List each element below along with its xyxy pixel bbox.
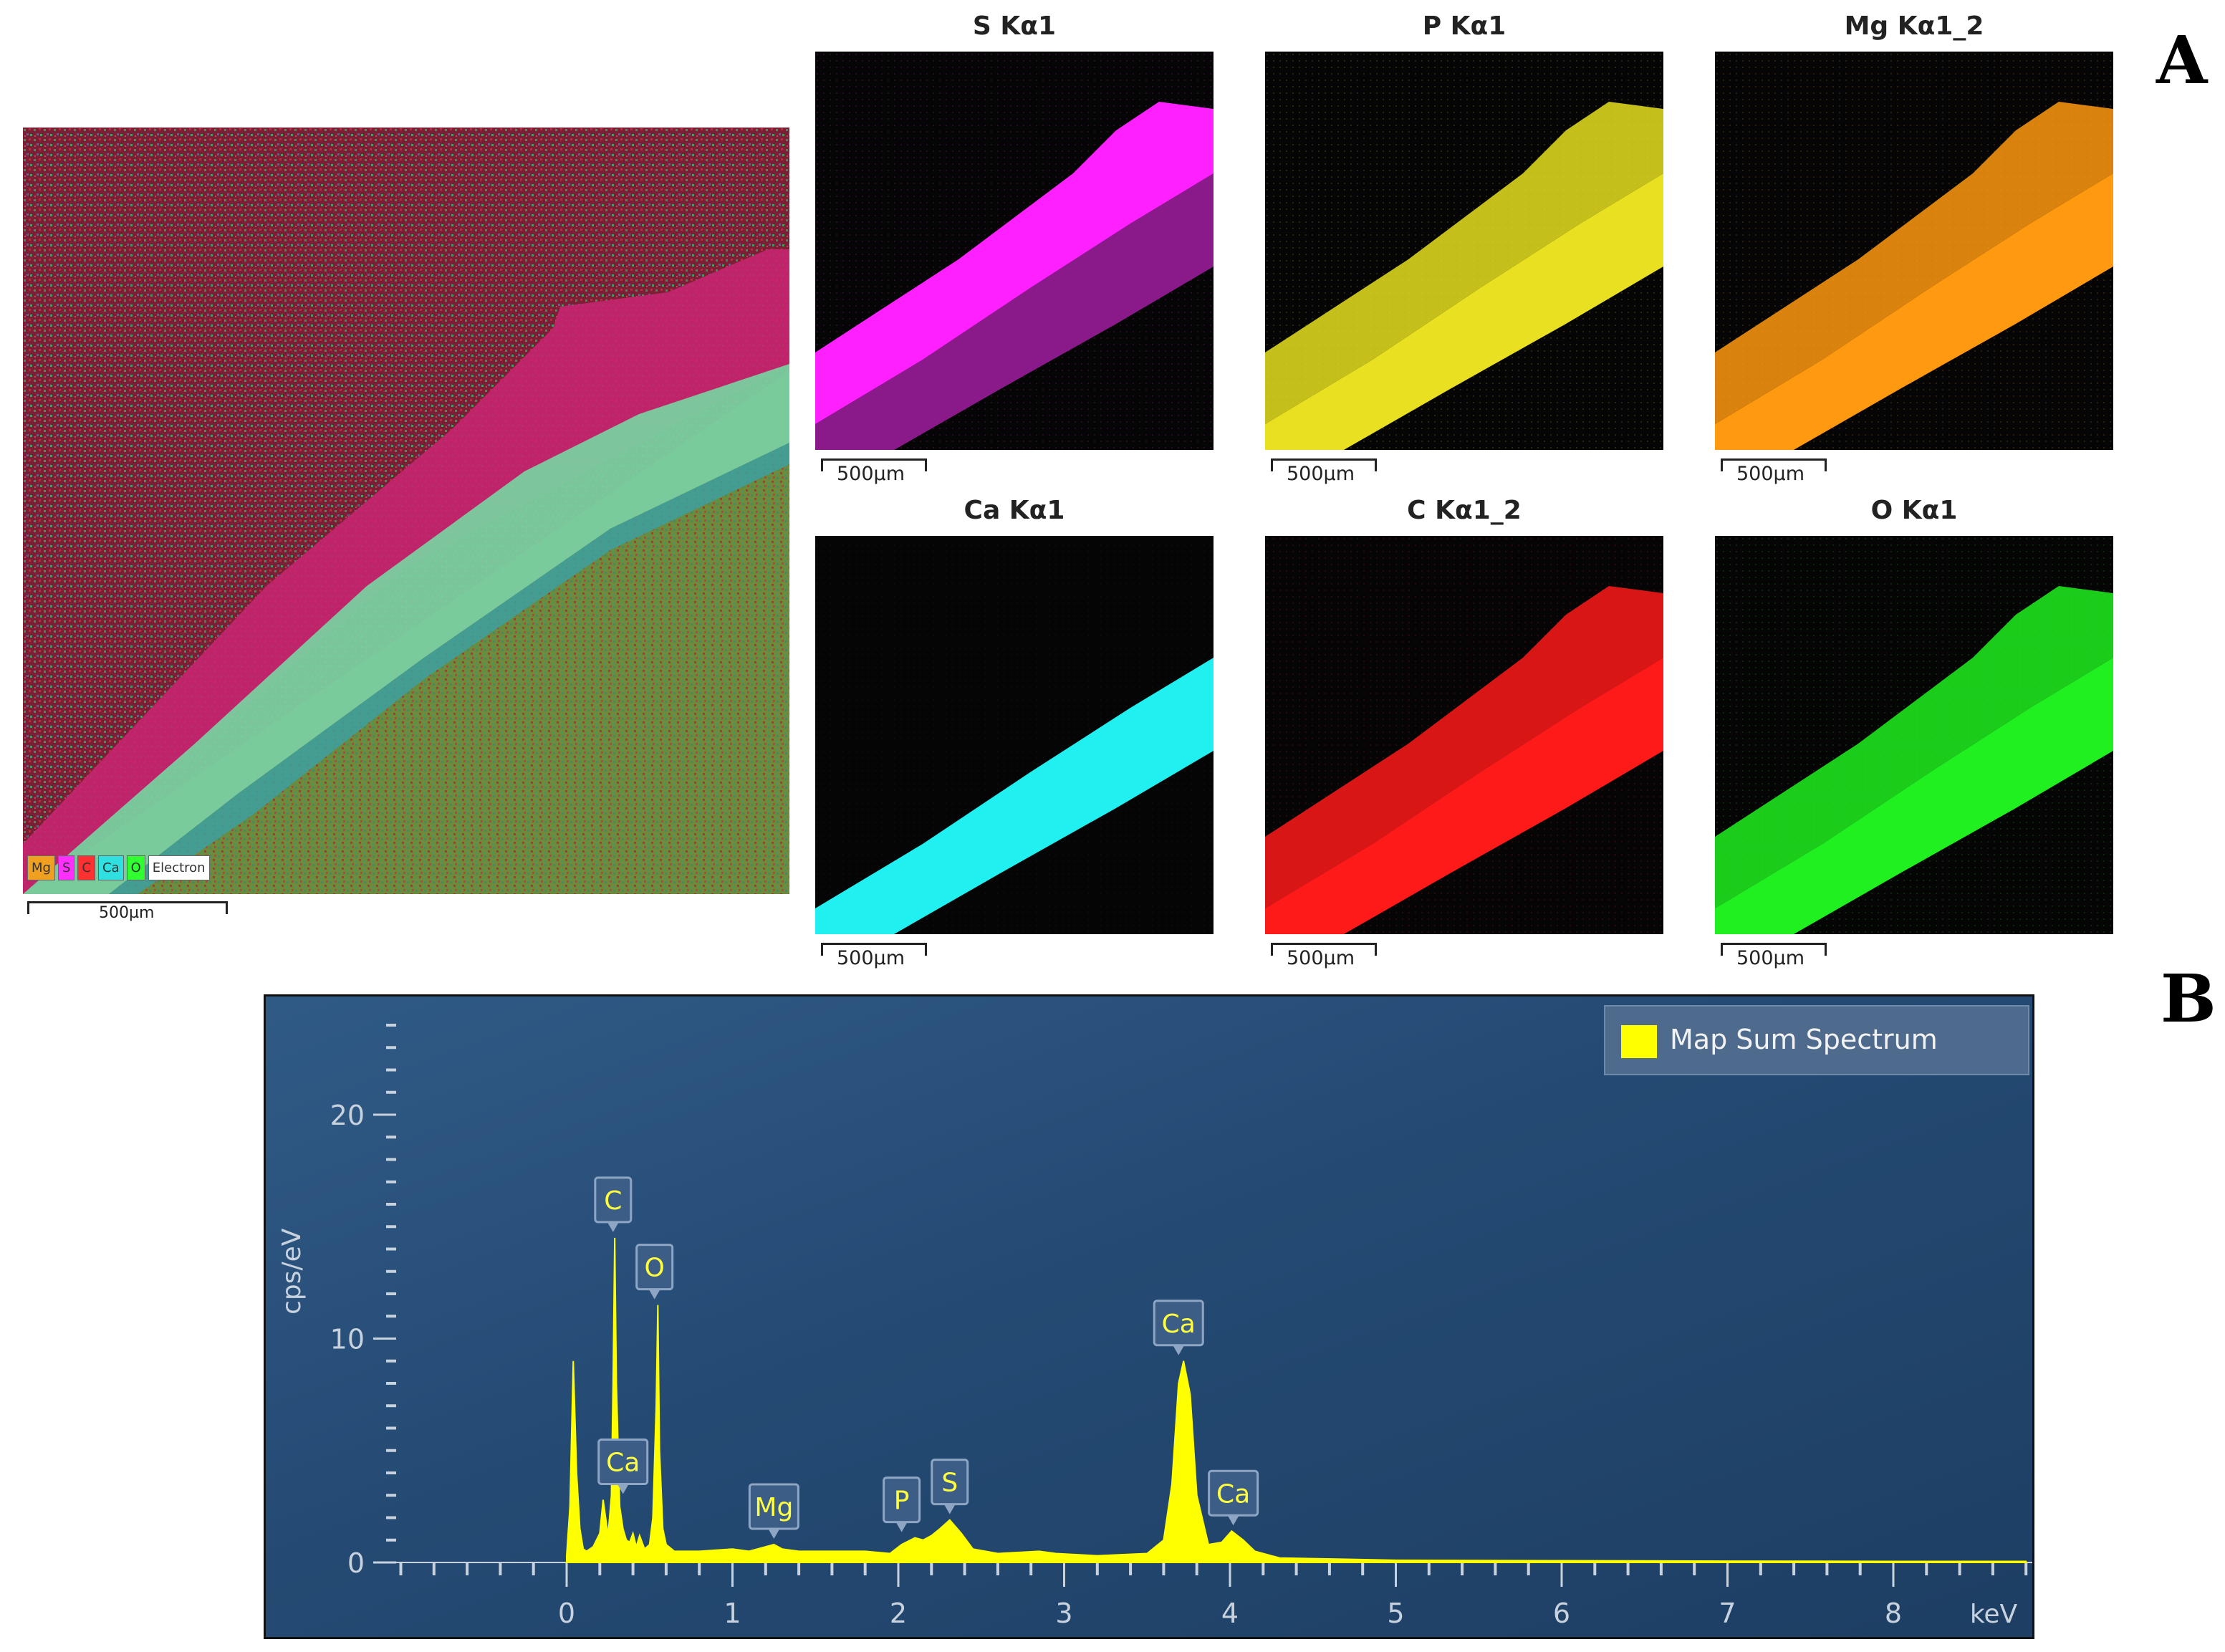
map-title-ca: Ca Kα1: [963, 496, 1065, 525]
map-scale-label-s: 500µm: [837, 463, 905, 485]
panel-label-b: B: [2161, 960, 2216, 1037]
legend-chip-c: C: [77, 855, 95, 880]
peak-label-ca: Ca: [606, 1449, 640, 1478]
map-title-c: C Kα1_2: [1407, 496, 1522, 525]
element-map-ca: [815, 536, 1214, 934]
x-axis-title: keV: [1970, 1600, 2018, 1629]
x-tick-label: 5: [1387, 1598, 1404, 1629]
composite-scale-label: 500µm: [99, 904, 155, 922]
y-tick-label: 20: [330, 1100, 365, 1131]
peak-label-ca: Ca: [1216, 1479, 1250, 1509]
map-title-s: S Kα1: [972, 11, 1057, 41]
map-scale-label-p: 500µm: [1287, 463, 1355, 485]
peak-label-c: C: [604, 1186, 622, 1216]
map-scale-label-mg: 500µm: [1736, 463, 1805, 485]
panel-label-a: A: [2156, 21, 2208, 99]
peak-label-pointer: [895, 1522, 908, 1532]
x-tick-label: 6: [1553, 1598, 1570, 1629]
peak-label-pointer: [607, 1221, 619, 1232]
spectrum-legend: Map Sum Spectrum: [1604, 1005, 2029, 1075]
spectrum-panel: 0 10 20 cps/eV 0 1 2 3 4 5 6 7 8 keV C O Ca Mg P S Ca Ca Map …: [264, 994, 2034, 1639]
element-map-o: [1715, 536, 2113, 934]
x-tick-label: 7: [1719, 1598, 1736, 1629]
map-scale-bar-p: [1271, 458, 1377, 471]
map-title-o: O Kα1: [1870, 496, 1958, 525]
x-tick-label: 8: [1885, 1598, 1902, 1629]
peak-label-s: S: [941, 1469, 958, 1498]
map-scale-bar-c: [1271, 943, 1377, 956]
x-tick-label: 0: [558, 1598, 575, 1629]
element-map-c: [1265, 536, 1663, 934]
peak-label-pointer: [617, 1484, 629, 1494]
map-scale-label-c: 500µm: [1287, 947, 1355, 969]
legend-chip-mg: Mg: [27, 855, 55, 880]
x-tick-label: 2: [890, 1598, 907, 1629]
legend-chip-o: O: [126, 855, 145, 880]
legend-chip-s: S: [57, 855, 75, 880]
legend-label-map-sum: Map Sum Spectrum: [1670, 1024, 1938, 1055]
peak-label-pointer: [648, 1289, 660, 1300]
peak-label-p: P: [894, 1487, 910, 1516]
y-tick-label: 0: [347, 1547, 365, 1579]
map-title-p: P Kα1: [1422, 11, 1506, 41]
peak-label-mg: Mg: [754, 1493, 793, 1522]
map-scale-label-ca: 500µm: [837, 947, 905, 969]
x-tick-label: 1: [724, 1598, 741, 1629]
composite-legend: Mg S C Ca O Electron: [27, 855, 210, 880]
map-scale-bar-o: [1721, 943, 1827, 956]
element-map-mg: [1715, 52, 2113, 450]
peak-label-o: O: [645, 1254, 665, 1283]
spectrum-chart: 0 10 20 cps/eV 0 1 2 3 4 5 6 7 8 keV C O Ca Mg P S Ca Ca: [277, 1024, 2032, 1629]
element-map-p: [1265, 52, 1663, 450]
peak-label-pointer: [943, 1504, 956, 1514]
composite-scale-bar: [27, 901, 228, 914]
peak-label-pointer: [1227, 1515, 1239, 1526]
peak-label-ca: Ca: [1162, 1310, 1196, 1339]
map-scale-bar-s: [821, 458, 927, 471]
legend-swatch-map-sum: [1621, 1025, 1657, 1058]
composite-eds-map: Mg S C Ca O Electron: [23, 128, 789, 894]
map-scale-bar-mg: [1721, 458, 1827, 471]
x-tick-label: 3: [1055, 1598, 1072, 1629]
y-tick-label: 10: [330, 1324, 365, 1355]
legend-chip-ca: Ca: [97, 855, 124, 880]
peak-label-pointer: [1173, 1345, 1185, 1355]
map-scale-bar-ca: [821, 943, 927, 956]
x-tick-label: 4: [1221, 1598, 1239, 1629]
map-scale-label-o: 500µm: [1736, 947, 1805, 969]
peak-label-pointer: [768, 1529, 780, 1539]
y-axis-title: cps/eV: [277, 1228, 307, 1315]
legend-chip-electron: Electron: [148, 855, 210, 880]
element-map-s: [815, 52, 1214, 450]
map-title-mg: Mg Kα1_2: [1844, 11, 1984, 41]
